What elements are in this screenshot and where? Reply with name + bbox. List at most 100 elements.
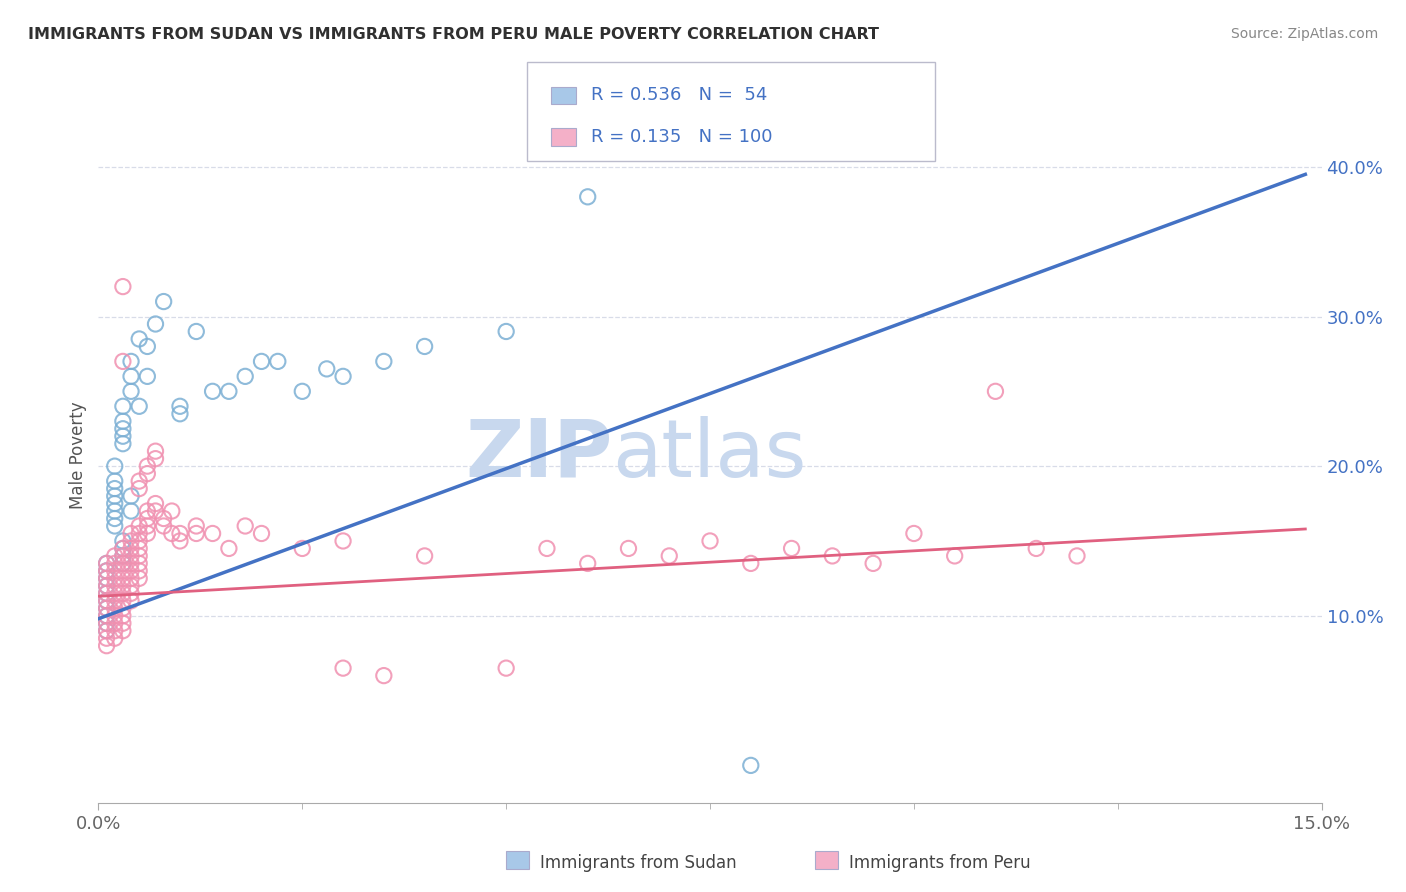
Point [617, 541, 640, 556]
Point [104, 616, 127, 631]
Point [740, 758, 762, 772]
Point [1025, 541, 1047, 556]
Point [250, 354, 273, 368]
Point [111, 541, 134, 556]
Point [128, 332, 150, 346]
Point [96, 608, 118, 623]
Point [186, 526, 208, 541]
Point [96, 571, 118, 585]
Point [96, 624, 118, 638]
Point [120, 557, 142, 571]
Point [136, 511, 159, 525]
Point [984, 384, 1007, 399]
Point [96, 624, 118, 638]
Point [169, 533, 191, 548]
Point [96, 557, 118, 571]
Point [104, 631, 127, 645]
Point [136, 526, 159, 541]
Point [111, 533, 134, 548]
Text: atlas: atlas [612, 416, 807, 494]
Text: R = 0.536   N =  54: R = 0.536 N = 54 [591, 87, 766, 104]
Point [111, 354, 134, 368]
Point [201, 526, 224, 541]
Point [111, 616, 134, 631]
Point [250, 526, 273, 541]
Point [145, 451, 167, 466]
Point [111, 624, 134, 638]
Point [104, 601, 127, 615]
Point [104, 474, 127, 488]
Point [111, 571, 134, 585]
Point [111, 436, 134, 450]
Point [111, 586, 134, 600]
Point [152, 294, 174, 309]
Point [111, 557, 134, 571]
Point [120, 586, 142, 600]
Point [104, 489, 127, 503]
Point [104, 557, 127, 571]
Point [267, 354, 290, 368]
Point [576, 190, 599, 204]
Point [943, 549, 966, 563]
Point [136, 504, 159, 518]
Point [111, 541, 134, 556]
Point [104, 459, 127, 474]
Point [104, 624, 127, 638]
Point [218, 384, 240, 399]
Point [373, 668, 395, 682]
Point [120, 384, 142, 399]
Point [145, 444, 167, 458]
Text: Source: ZipAtlas.com: Source: ZipAtlas.com [1230, 27, 1378, 41]
Text: R = 0.135   N = 100: R = 0.135 N = 100 [591, 128, 772, 146]
Point [111, 564, 134, 578]
Point [96, 571, 118, 585]
Point [740, 557, 762, 571]
Point [128, 399, 150, 413]
Point [104, 482, 127, 496]
Point [145, 504, 167, 518]
Point [136, 369, 159, 384]
Point [536, 541, 558, 556]
Point [96, 564, 118, 578]
Point [495, 325, 517, 339]
Point [120, 369, 142, 384]
Text: Immigrants from Peru: Immigrants from Peru [849, 854, 1031, 871]
Point [152, 511, 174, 525]
Point [495, 661, 517, 675]
Point [780, 541, 803, 556]
Point [104, 586, 127, 600]
Point [96, 639, 118, 653]
Point [96, 616, 118, 631]
Point [152, 519, 174, 533]
Point [186, 519, 208, 533]
Point [136, 467, 159, 481]
Point [96, 579, 118, 593]
Point [862, 557, 884, 571]
Point [160, 504, 183, 518]
Point [111, 594, 134, 608]
Point [120, 504, 142, 518]
Point [104, 497, 127, 511]
Point [111, 429, 134, 443]
Point [128, 541, 150, 556]
Point [120, 571, 142, 585]
Point [373, 354, 395, 368]
Point [136, 339, 159, 353]
Point [96, 586, 118, 600]
Point [145, 497, 167, 511]
Point [96, 616, 118, 631]
Point [169, 407, 191, 421]
Point [233, 519, 256, 533]
Point [169, 526, 191, 541]
Point [111, 422, 134, 436]
Point [96, 594, 118, 608]
Point [104, 549, 127, 563]
Point [128, 549, 150, 563]
Point [120, 526, 142, 541]
Point [658, 549, 681, 563]
Point [332, 369, 354, 384]
Point [186, 325, 208, 339]
Point [104, 519, 127, 533]
Point [128, 519, 150, 533]
Point [1066, 549, 1088, 563]
